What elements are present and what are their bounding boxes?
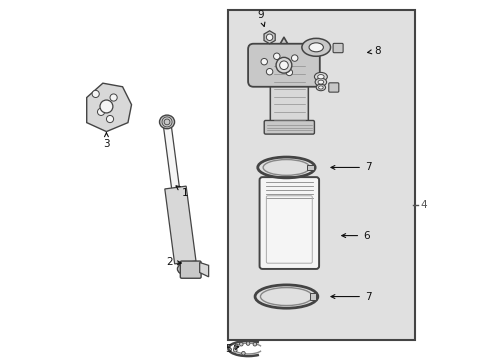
Polygon shape <box>163 126 189 263</box>
Text: 1: 1 <box>176 186 188 198</box>
Text: 5: 5 <box>224 344 238 354</box>
Circle shape <box>273 53 280 59</box>
FancyBboxPatch shape <box>264 121 314 134</box>
Circle shape <box>106 116 113 123</box>
Circle shape <box>276 57 291 73</box>
Ellipse shape <box>314 72 326 81</box>
FancyBboxPatch shape <box>328 83 338 92</box>
Circle shape <box>97 108 104 116</box>
FancyBboxPatch shape <box>270 62 308 125</box>
Circle shape <box>246 342 249 345</box>
Polygon shape <box>259 37 307 79</box>
Circle shape <box>241 351 244 355</box>
Ellipse shape <box>314 78 326 86</box>
Ellipse shape <box>159 115 174 129</box>
Bar <box>309 293 316 300</box>
FancyBboxPatch shape <box>247 44 319 87</box>
Polygon shape <box>164 186 196 264</box>
Circle shape <box>100 100 113 113</box>
Ellipse shape <box>301 39 330 56</box>
Circle shape <box>291 55 297 61</box>
Circle shape <box>234 344 238 348</box>
Ellipse shape <box>317 80 323 84</box>
Text: 6: 6 <box>341 231 369 240</box>
Polygon shape <box>86 83 131 132</box>
Text: 7: 7 <box>330 162 371 172</box>
FancyBboxPatch shape <box>259 177 319 269</box>
FancyBboxPatch shape <box>180 261 201 278</box>
Circle shape <box>266 34 272 41</box>
Circle shape <box>266 68 272 75</box>
Text: 4: 4 <box>419 200 426 210</box>
FancyBboxPatch shape <box>332 43 343 53</box>
Circle shape <box>233 348 237 352</box>
Text: 3: 3 <box>103 133 109 149</box>
Circle shape <box>285 69 292 76</box>
Circle shape <box>261 58 267 65</box>
Ellipse shape <box>308 43 323 52</box>
Ellipse shape <box>177 263 193 275</box>
Circle shape <box>279 61 287 69</box>
Ellipse shape <box>316 84 325 91</box>
Circle shape <box>253 342 256 346</box>
Text: 9: 9 <box>257 10 264 26</box>
Text: 8: 8 <box>367 46 380 56</box>
Text: 7: 7 <box>330 292 371 302</box>
Circle shape <box>110 94 117 101</box>
Circle shape <box>92 90 99 98</box>
Bar <box>306 165 313 170</box>
Text: 2: 2 <box>165 257 181 267</box>
Bar <box>228 10 414 339</box>
Polygon shape <box>199 262 208 277</box>
Ellipse shape <box>317 75 324 79</box>
Ellipse shape <box>318 86 323 89</box>
Circle shape <box>239 342 243 346</box>
